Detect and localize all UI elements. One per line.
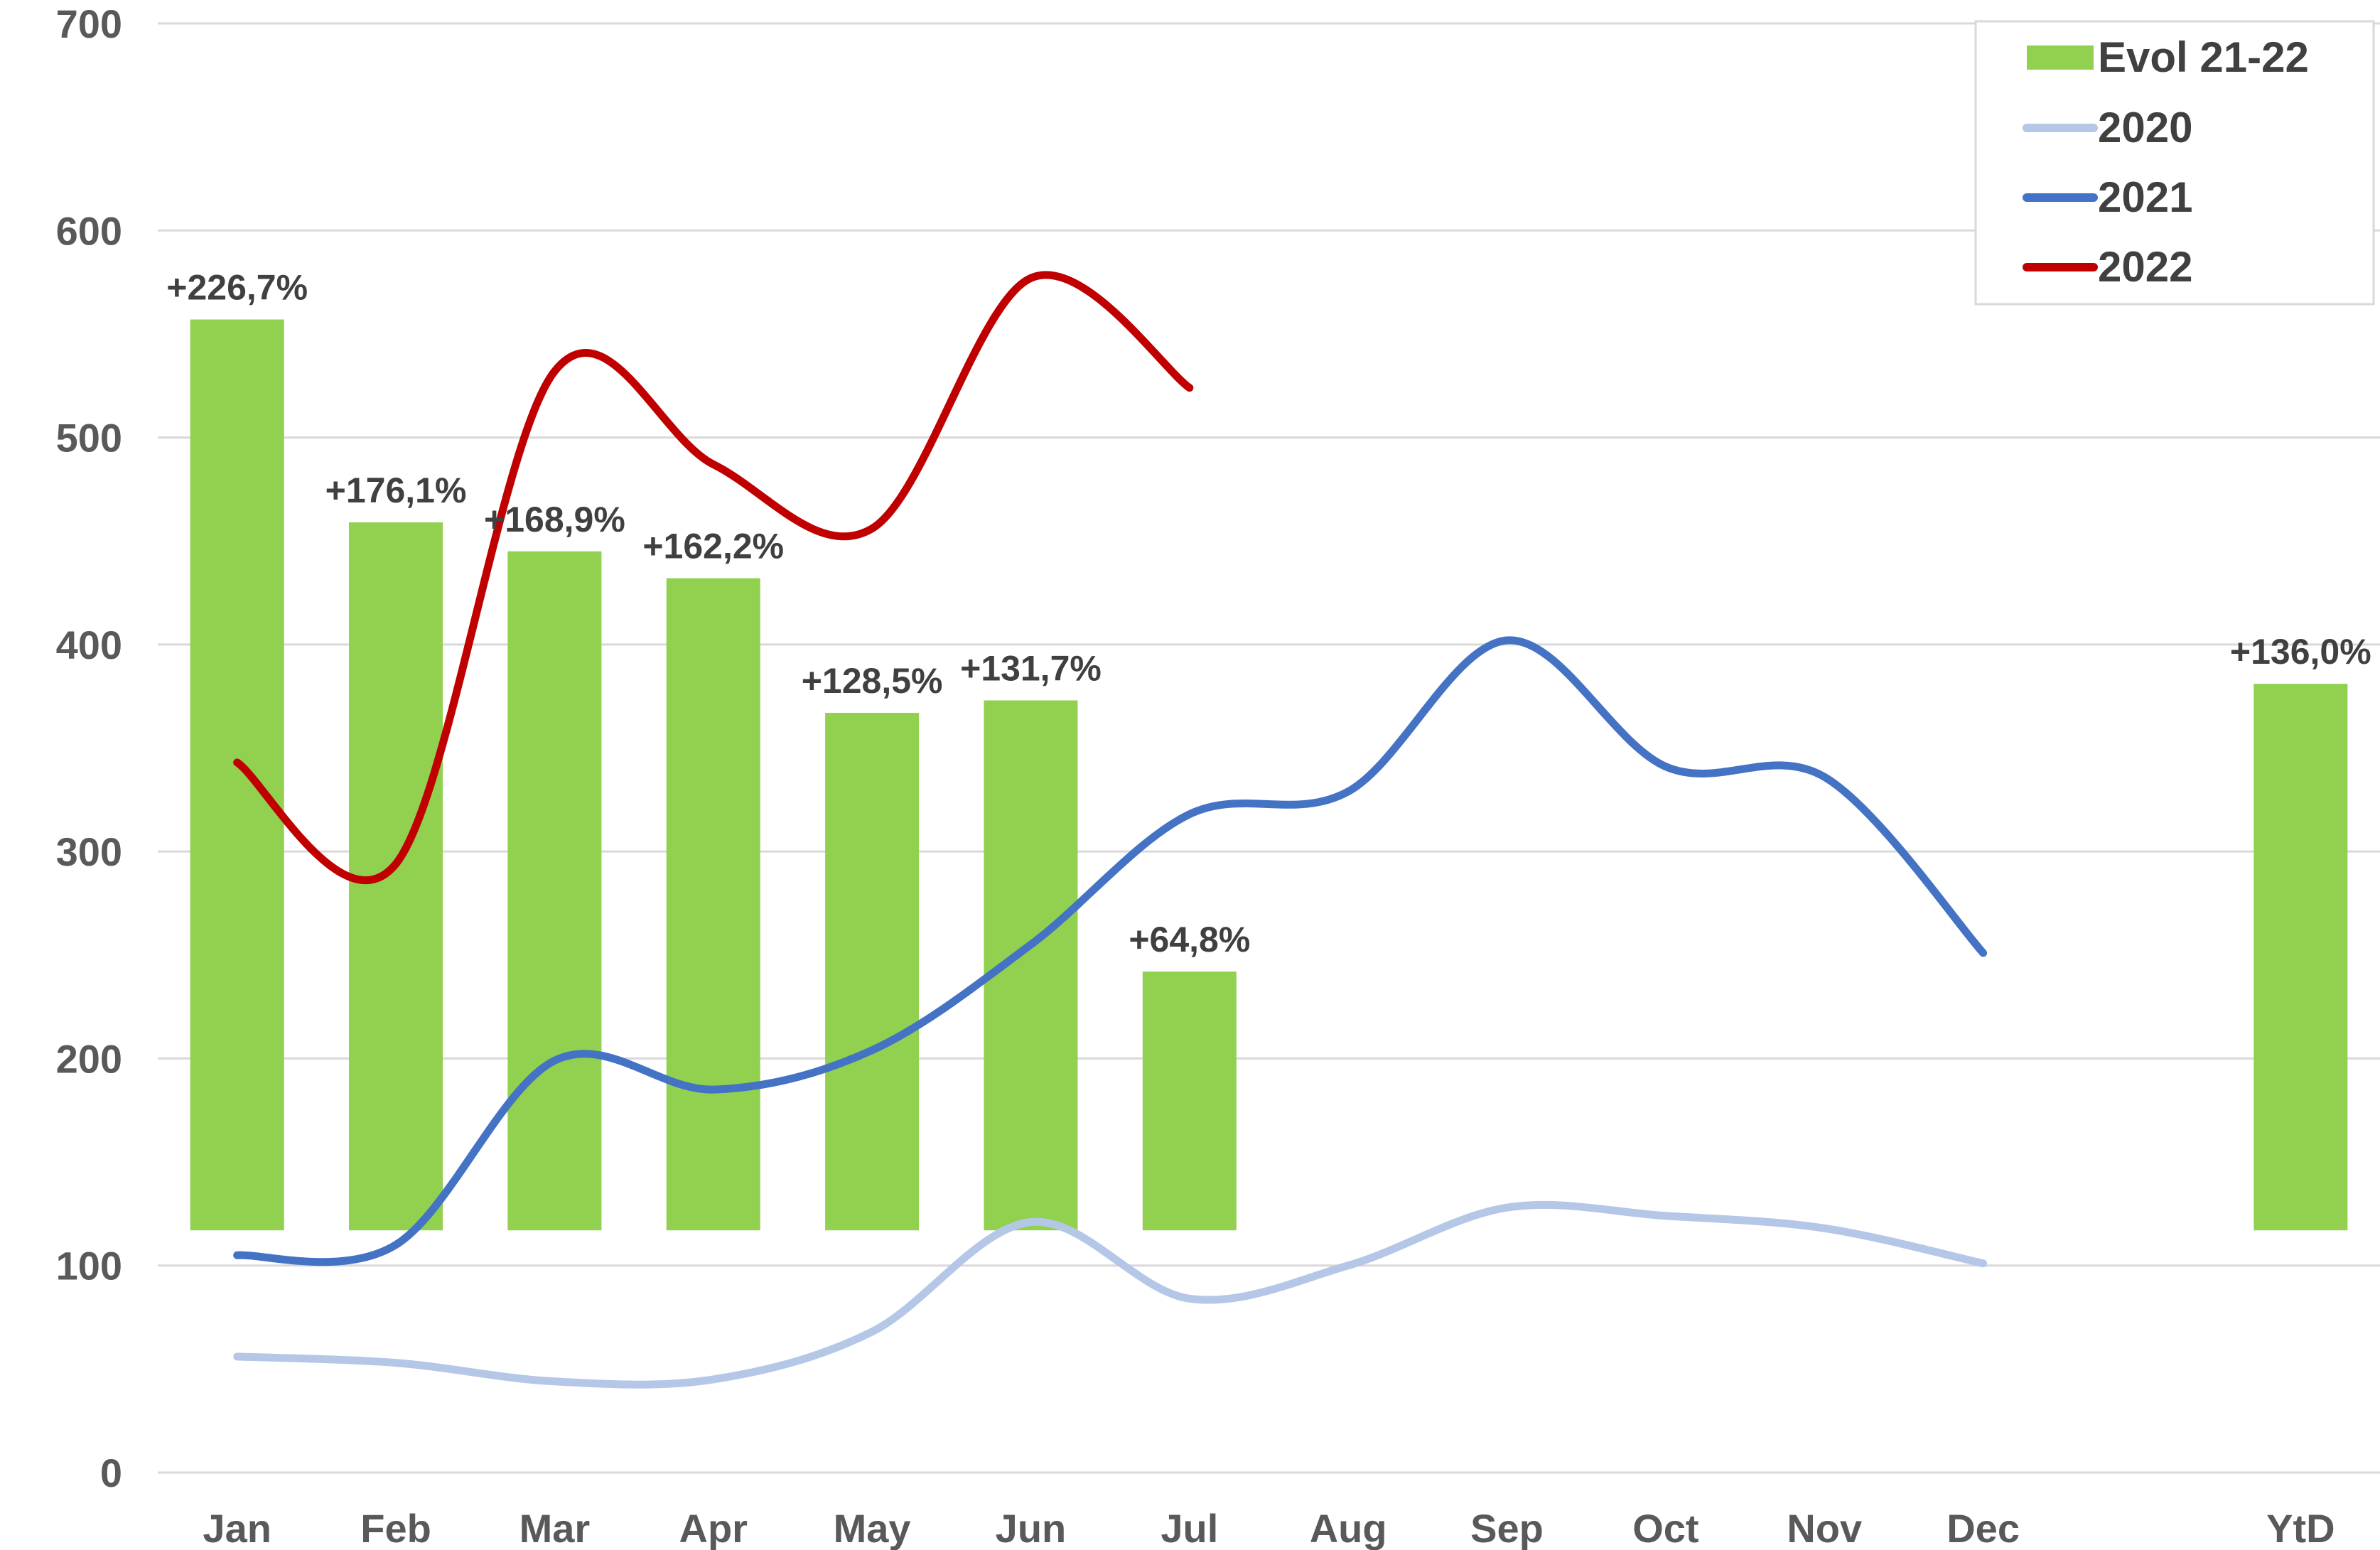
bar-data-label: +64,8% bbox=[1129, 920, 1250, 959]
legend-label-2021: 2021 bbox=[2098, 173, 2192, 221]
y-tick-label: 0 bbox=[100, 1451, 122, 1495]
x-tick-label: Apr bbox=[679, 1506, 748, 1550]
bar-data-label: +128,5% bbox=[802, 661, 943, 701]
x-tick-label: Oct bbox=[1632, 1506, 1698, 1550]
bar bbox=[825, 712, 920, 1231]
x-axis-ticks: Jan Feb Mar Apr May Jun Jul Aug Sep Oct Nov Dec YtD bbox=[203, 1506, 2335, 1550]
bar-data-labels: +226,7% +176,1% +168,9% +162,2% +128,5% +131,… bbox=[166, 268, 2371, 960]
x-tick-label: Jun bbox=[996, 1506, 1067, 1550]
legend-label-2022: 2022 bbox=[2098, 243, 2192, 291]
bars-evol bbox=[190, 319, 2348, 1231]
legend-swatch-evol bbox=[2027, 45, 2094, 70]
y-tick-label: 500 bbox=[56, 416, 122, 461]
series-line-2022 bbox=[233, 271, 1194, 885]
legend-label-evol: Evol 21-22 bbox=[2098, 33, 2309, 81]
x-tick-label: Mar bbox=[519, 1506, 591, 1550]
legend-label-2020: 2020 bbox=[2098, 104, 2192, 151]
x-tick-label: Jul bbox=[1161, 1506, 1218, 1550]
bar-data-label: +136,0% bbox=[2230, 632, 2371, 672]
x-tick-label: Dec bbox=[1946, 1506, 2020, 1550]
x-tick-label: Feb bbox=[360, 1506, 431, 1550]
legend: Evol 21-22 2020 2021 2022 bbox=[1974, 20, 2375, 306]
bar-data-label: +176,1% bbox=[325, 470, 467, 510]
x-tick-label: YtD bbox=[2266, 1506, 2335, 1550]
x-tick-label: Jan bbox=[203, 1506, 271, 1550]
y-tick-label: 600 bbox=[56, 208, 122, 253]
bar bbox=[190, 319, 284, 1231]
bar bbox=[349, 522, 443, 1231]
bar-data-label: +162,2% bbox=[642, 527, 784, 566]
y-tick-label: 400 bbox=[56, 623, 122, 667]
y-tick-label: 100 bbox=[56, 1244, 122, 1288]
bar bbox=[666, 578, 760, 1231]
x-tick-label: Nov bbox=[1787, 1506, 1862, 1550]
series-line-2021 bbox=[233, 636, 1988, 1266]
series-line-2020 bbox=[233, 1200, 1988, 1389]
y-tick-label: 200 bbox=[56, 1036, 122, 1081]
x-tick-label: Sep bbox=[1470, 1506, 1544, 1550]
x-tick-label: May bbox=[834, 1506, 911, 1550]
bar bbox=[2254, 684, 2348, 1231]
bar bbox=[1142, 972, 1237, 1231]
y-axis-ticks: 0 100 200 300 400 500 600 700 bbox=[56, 1, 122, 1495]
x-tick-label: Aug bbox=[1310, 1506, 1387, 1550]
y-tick-label: 700 bbox=[56, 1, 122, 46]
bar-data-label: +168,9% bbox=[484, 500, 625, 539]
bar-data-label: +131,7% bbox=[960, 649, 1102, 689]
bar bbox=[507, 551, 602, 1231]
bar-data-label: +226,7% bbox=[166, 268, 308, 308]
y-tick-label: 300 bbox=[56, 829, 122, 874]
series-lines bbox=[233, 271, 1988, 1389]
